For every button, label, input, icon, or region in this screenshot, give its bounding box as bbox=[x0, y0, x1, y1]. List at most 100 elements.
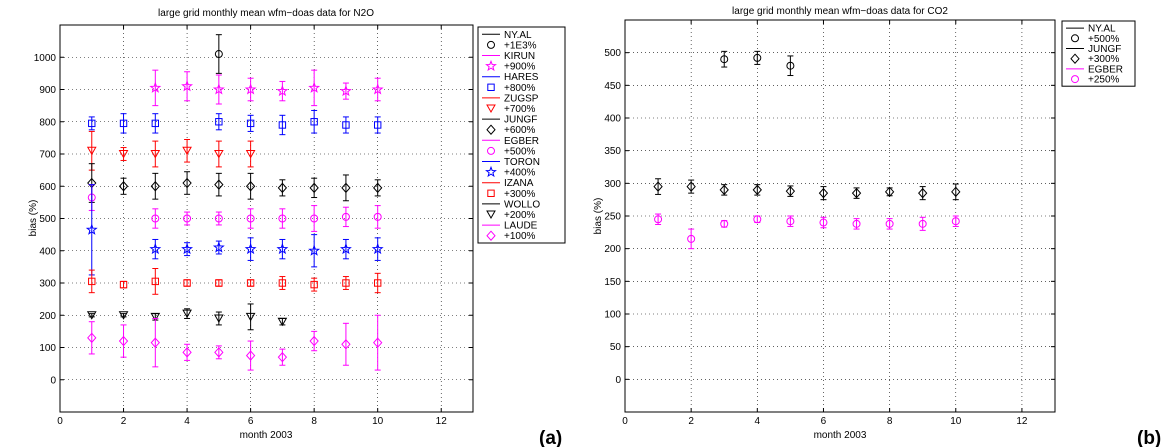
legend-label: EGBER bbox=[504, 136, 539, 147]
chart-title: large grid monthly mean wfm−doas data fo… bbox=[732, 6, 948, 17]
data-point bbox=[244, 83, 257, 95]
legend-marker bbox=[487, 40, 495, 49]
data-point bbox=[214, 179, 224, 190]
data-point bbox=[819, 218, 828, 227]
legend-box bbox=[477, 26, 566, 244]
legend-label: KIRUN bbox=[504, 51, 535, 62]
data-point bbox=[753, 215, 762, 224]
legend-offset: +300% bbox=[504, 189, 536, 200]
series-laude bbox=[87, 314, 383, 371]
legend-offset: +400% bbox=[504, 168, 536, 179]
data-point bbox=[151, 214, 160, 223]
legend-label: WOLLO bbox=[504, 199, 540, 210]
data-point bbox=[278, 214, 287, 223]
legend-label: ZUGSP bbox=[504, 93, 539, 104]
data-point bbox=[752, 184, 762, 196]
x-tick-label: 0 bbox=[622, 416, 628, 427]
data-point bbox=[150, 180, 160, 192]
x-tick-label: 2 bbox=[121, 416, 127, 427]
data-point bbox=[215, 279, 223, 287]
data-point bbox=[851, 187, 862, 199]
data-point bbox=[118, 150, 129, 159]
series-kirun bbox=[149, 69, 384, 107]
data-point bbox=[245, 312, 256, 322]
data-point bbox=[150, 312, 161, 322]
legend-marker bbox=[487, 146, 495, 155]
data-point bbox=[310, 214, 319, 223]
data-point bbox=[884, 186, 895, 198]
data-point bbox=[182, 177, 192, 189]
data-point bbox=[342, 279, 350, 287]
data-point bbox=[246, 279, 255, 287]
panel-label-a: (a) bbox=[539, 428, 562, 447]
y-tick-label: 200 bbox=[39, 311, 56, 322]
data-point bbox=[785, 185, 796, 197]
y-tick-label: 100 bbox=[604, 310, 621, 321]
data-point bbox=[246, 119, 255, 128]
data-point bbox=[149, 242, 162, 255]
data-point bbox=[339, 242, 352, 255]
data-point bbox=[341, 339, 351, 350]
data-point bbox=[119, 119, 128, 128]
data-point bbox=[87, 332, 97, 344]
y-tick-label: 800 bbox=[39, 117, 56, 128]
data-point bbox=[373, 279, 382, 287]
data-point bbox=[214, 347, 224, 358]
y-tick-label: 400 bbox=[604, 114, 621, 125]
data-point bbox=[245, 150, 256, 159]
x-tick-label: 10 bbox=[372, 416, 384, 427]
data-point bbox=[720, 55, 729, 64]
legend-marker bbox=[486, 124, 496, 135]
plot-area bbox=[60, 25, 473, 412]
x-axis-label: month 2003 bbox=[240, 430, 293, 441]
data-point bbox=[308, 81, 321, 93]
series-jungf bbox=[653, 178, 961, 201]
data-point bbox=[212, 83, 225, 95]
data-point bbox=[214, 50, 223, 59]
data-point bbox=[951, 217, 960, 226]
data-point bbox=[86, 146, 97, 156]
legend-marker bbox=[487, 189, 495, 198]
data-point bbox=[118, 180, 129, 192]
data-point bbox=[309, 182, 319, 194]
data-point bbox=[150, 150, 161, 159]
data-point bbox=[918, 219, 927, 228]
legend-marker bbox=[487, 83, 495, 91]
data-point bbox=[818, 187, 829, 199]
y-tick-label: 1000 bbox=[34, 53, 57, 64]
legend-label: HARES bbox=[504, 72, 539, 83]
y-tick-label: 150 bbox=[604, 277, 621, 288]
data-point bbox=[151, 119, 160, 128]
data-point bbox=[183, 214, 192, 223]
data-point bbox=[278, 121, 287, 129]
x-tick-label: 12 bbox=[436, 416, 448, 427]
data-point bbox=[341, 212, 350, 221]
data-point bbox=[786, 217, 795, 226]
legend-offset: +300% bbox=[1088, 54, 1120, 65]
x-tick-label: 2 bbox=[688, 416, 694, 427]
y-tick-label: 50 bbox=[610, 342, 622, 353]
x-tick-label: 10 bbox=[950, 416, 962, 427]
data-point bbox=[245, 180, 256, 192]
x-tick-label: 0 bbox=[57, 416, 63, 427]
data-point bbox=[149, 81, 162, 93]
legend-marker bbox=[486, 210, 496, 220]
legend-label: JUNGF bbox=[504, 115, 537, 126]
y-tick-label: 0 bbox=[50, 375, 56, 386]
plot-area bbox=[625, 20, 1055, 412]
series-zugsp bbox=[86, 130, 256, 171]
legend-label: LAUDE bbox=[504, 221, 538, 232]
data-point bbox=[852, 219, 861, 228]
data-point bbox=[119, 280, 128, 289]
data-point bbox=[686, 181, 696, 192]
y-tick-label: 500 bbox=[39, 214, 56, 225]
data-point bbox=[277, 182, 288, 194]
data-point bbox=[339, 84, 352, 97]
data-point bbox=[85, 223, 98, 235]
data-point bbox=[277, 317, 288, 327]
data-point bbox=[276, 242, 289, 255]
legend-label: EGBER bbox=[1088, 64, 1123, 75]
x-tick-label: 4 bbox=[184, 416, 190, 427]
y-tick-label: 100 bbox=[39, 343, 56, 354]
